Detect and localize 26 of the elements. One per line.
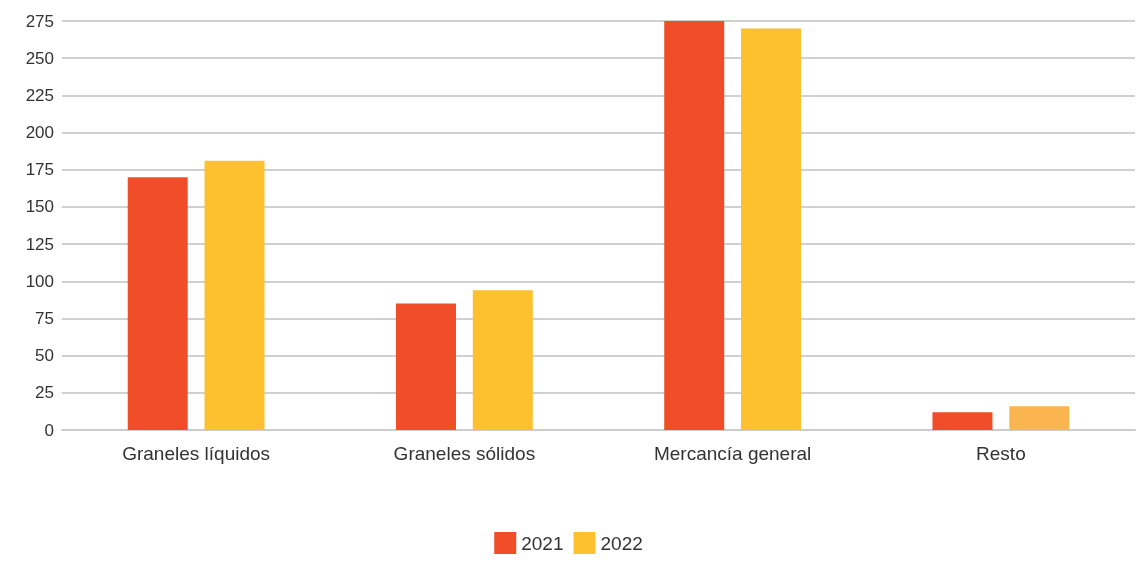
bar <box>204 160 265 430</box>
bar <box>472 290 533 430</box>
bar <box>741 28 802 430</box>
legend-label: 2021 <box>521 532 564 554</box>
bar <box>395 303 456 430</box>
x-tick-label: Resto <box>976 443 1026 464</box>
y-tick-label: 125 <box>25 234 54 254</box>
y-tick-label: 250 <box>25 48 54 68</box>
bar <box>932 412 993 430</box>
y-tick-label: 225 <box>25 85 54 105</box>
y-tick-label: 150 <box>25 197 54 217</box>
x-tick-label: Graneles sólidos <box>393 443 536 464</box>
y-tick-label: 175 <box>25 160 54 180</box>
y-tick-label: 275 <box>25 11 54 31</box>
x-tick-label: Mercancía general <box>653 443 812 464</box>
y-tick-label: 0 <box>44 420 54 440</box>
bar <box>127 177 188 430</box>
y-tick-label: 25 <box>35 383 54 403</box>
y-tick-label: 200 <box>25 123 54 143</box>
y-tick-label: 50 <box>35 346 54 366</box>
y-tick-label: 100 <box>25 271 54 291</box>
x-tick-label: Graneles líquidos <box>122 443 271 464</box>
legend-label: 2022 <box>600 532 643 554</box>
y-tick-label: 75 <box>35 308 54 328</box>
bar <box>1009 406 1070 430</box>
bar <box>664 21 725 430</box>
